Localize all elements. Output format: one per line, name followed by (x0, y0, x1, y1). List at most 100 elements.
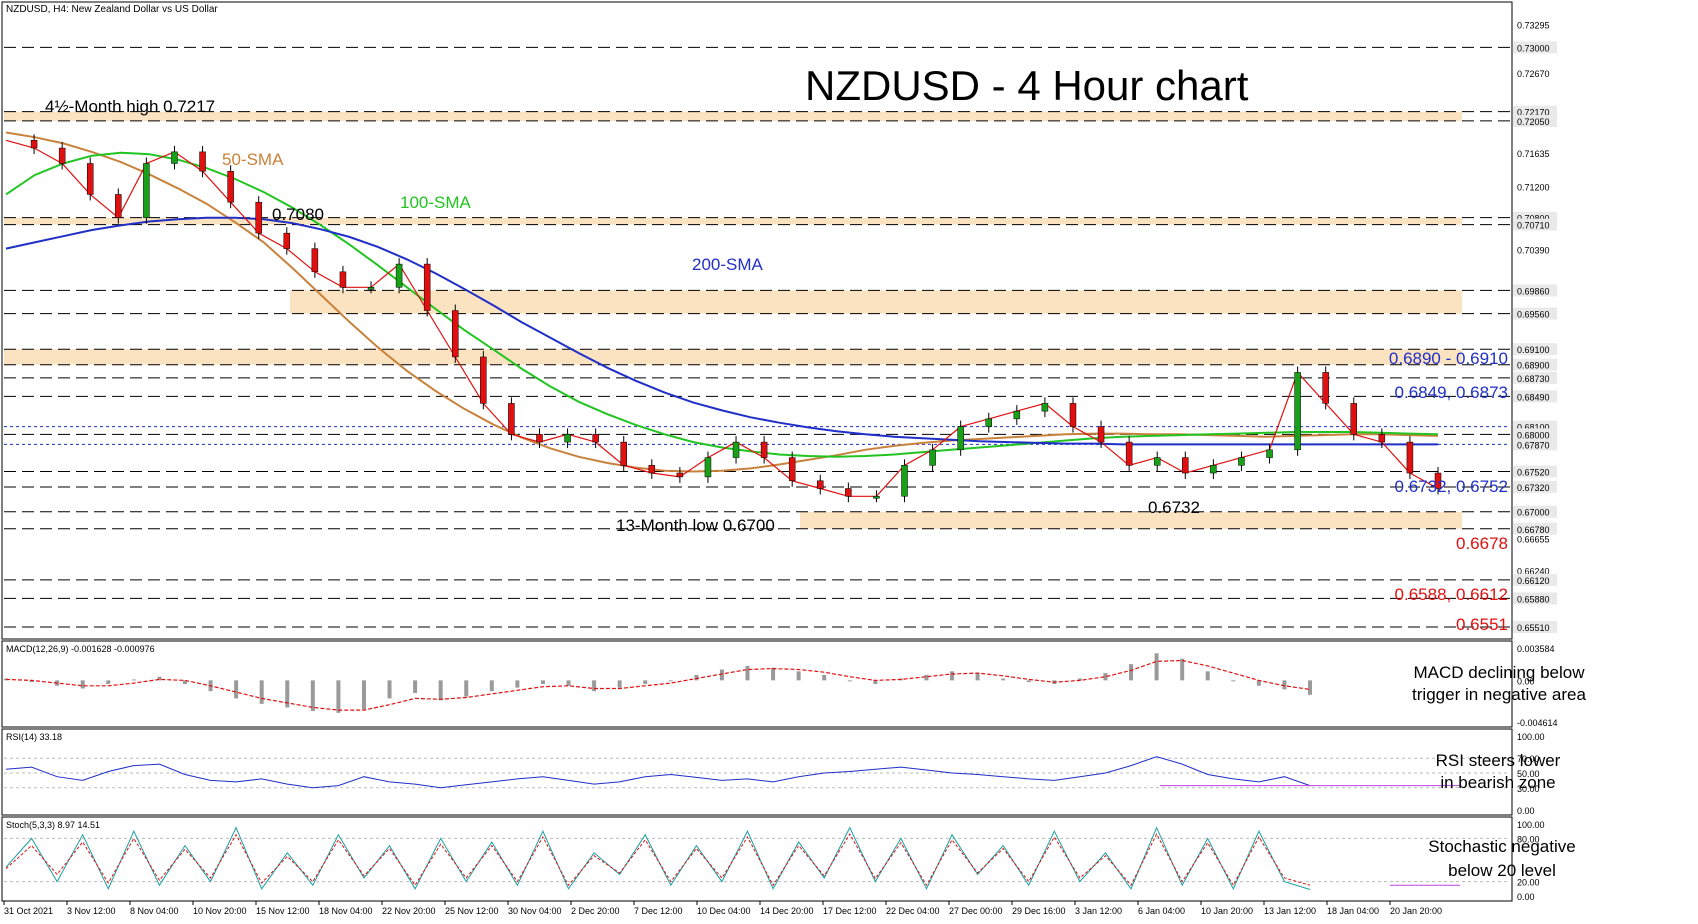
price-tick-25: 0.66120 (1517, 576, 1550, 586)
macd-bar-49 (1256, 680, 1261, 686)
annotation-range-6890: 0.6890 - 0.6910 (1389, 349, 1508, 368)
price-tick-box-26 (1513, 592, 1557, 605)
candle-body-29 (817, 480, 824, 489)
price-tick-24: 0.66240 (1517, 567, 1550, 577)
macd-bar-3 (80, 680, 85, 689)
candle-body-39 (1097, 426, 1105, 443)
candle-body-8 (227, 170, 234, 203)
macd-bar-18 (464, 680, 469, 697)
price-tick-box-1 (1513, 41, 1557, 54)
macd-bar-10 (259, 680, 264, 704)
price-tick-box-3 (1513, 105, 1557, 118)
macd-bar-14 (361, 680, 366, 710)
candle-body-38 (1069, 403, 1077, 427)
macd-bar-47 (1205, 671, 1210, 681)
candle-body-28 (788, 457, 796, 482)
macd-bar-48 (1231, 680, 1236, 682)
price-tick-box-22 (1513, 522, 1557, 535)
macd-bar-39 (1001, 678, 1006, 681)
x-tick-19: 10 Jan 20:00 (1201, 906, 1253, 916)
chart-title: NZDUSD - 4 Hour chart (805, 62, 1249, 109)
price-tick-box-11 (1513, 307, 1557, 320)
x-tick-8: 30 Nov 04:00 (508, 906, 562, 916)
x-tick-7: 25 Nov 12:00 (445, 906, 499, 916)
x-tick-11: 10 Dec 04:00 (697, 906, 751, 916)
rsi-tick-1: 70.00 (1517, 754, 1540, 764)
rsi-indicator: 100.00 70.00 50.00 30.00 0.00 (4, 732, 1545, 816)
candle-body-24 (676, 472, 684, 478)
candle-body-5 (143, 163, 150, 218)
macd-bar-16 (413, 680, 418, 693)
candle-body-51 (1434, 472, 1442, 489)
price-tick-22: 0.66780 (1517, 525, 1550, 535)
macd-bar-21 (540, 680, 545, 684)
series-line-1 (5, 151, 1439, 458)
candle-body-49 (1378, 434, 1386, 443)
price-tick-box-21 (1513, 505, 1557, 518)
macd-bar-33 (847, 680, 852, 682)
time-axis: 31 Oct 2021 3 Nov 12:00 8 Nov 04:00 10 Nov … (3, 901, 1442, 916)
macd-bar-15 (387, 680, 392, 699)
macd-tick-1: 0.00 (1517, 676, 1535, 686)
stoch-tick-0: 100.00 (1517, 820, 1545, 830)
label-sma50: 50-SMA (222, 150, 284, 169)
candle-body-12 (339, 271, 347, 288)
price-tick-3: 0.72170 (1517, 108, 1550, 118)
stoch-line-1 (5, 833, 1311, 887)
x-tick-4: 15 Nov 12:00 (256, 906, 310, 916)
annotation-6849: 0.6849, 0.6873 (1395, 383, 1508, 402)
candle-body-11 (311, 248, 319, 273)
zone-4 (800, 511, 1462, 529)
macd-bar-51 (1308, 680, 1312, 695)
price-tick-box-25 (1513, 573, 1557, 586)
price-tick-12: 0.69100 (1517, 345, 1550, 355)
candle-body-10 (283, 232, 291, 249)
x-tick-2: 8 Nov 04:00 (130, 906, 179, 916)
rsi-panel-frame (1, 728, 1513, 816)
macd-bar-36 (924, 674, 929, 681)
price-tick-2: 0.72670 (1517, 69, 1550, 79)
candle-body-15 (423, 263, 431, 311)
candle-body-37 (1041, 403, 1049, 412)
candle-body-25 (704, 457, 712, 478)
x-tick-20: 13 Jan 12:00 (1264, 906, 1316, 916)
stoch-note-line1: Stochastic negative (1428, 837, 1575, 856)
rsi-tick-0: 100.00 (1517, 732, 1545, 742)
stoch-legend: Stoch(5,3,3) 8.97 14.51 (6, 820, 100, 830)
price-tick-21: 0.67000 (1517, 508, 1550, 518)
macd-bar-5 (131, 679, 136, 681)
x-tick-0: 31 Oct 2021 (4, 906, 53, 916)
zone-2 (290, 290, 1462, 314)
candle-body-21 (592, 434, 599, 443)
x-tick-9: 2 Dec 20:00 (571, 906, 620, 916)
macd-bar-6 (157, 676, 162, 681)
x-tick-21: 18 Jan 04:00 (1327, 906, 1379, 916)
macd-legend: MACD(12,26,9) -0.001628 -0.000976 (6, 644, 155, 654)
annotation-month-high: 4½-Month high 0.7217 (45, 97, 215, 116)
rsi-tick-4: 0.00 (1517, 806, 1535, 816)
price-tick-5: 0.71635 (1517, 149, 1550, 159)
candle-body-33 (929, 449, 936, 466)
macd-tick-2: -0.004614 (1517, 718, 1558, 728)
candle-body-31 (873, 496, 880, 499)
candle-body-7 (199, 151, 206, 172)
candle-body-14 (395, 263, 403, 288)
macd-bar-11 (285, 680, 290, 708)
stoch-tick-1: 80.00 (1517, 834, 1540, 844)
macd-note-line2: trigger in negative area (1412, 685, 1586, 704)
macd-bar-26 (668, 680, 673, 682)
candle-body-4 (115, 194, 122, 218)
price-tick-1: 0.73000 (1517, 43, 1550, 53)
price-tick-box-20 (1513, 480, 1557, 493)
price-tick-10: 0.69860 (1517, 286, 1550, 296)
candle-body-1 (30, 140, 38, 149)
price-tick-15: 0.68490 (1517, 392, 1550, 402)
x-tick-3: 10 Nov 20:00 (193, 906, 247, 916)
annotation-6732: 0.6732 (1148, 498, 1200, 517)
price-tick-box-14 (1513, 371, 1557, 384)
macd-bar-1 (29, 680, 34, 683)
candle-body-17 (480, 356, 487, 404)
macd-bar-31 (796, 671, 801, 681)
